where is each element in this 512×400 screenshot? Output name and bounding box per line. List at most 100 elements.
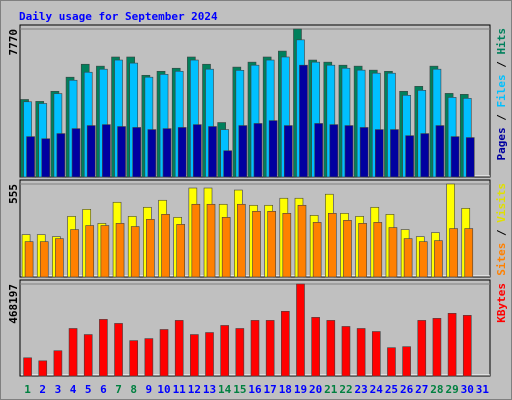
x-tick-label: 23 xyxy=(355,383,368,396)
legend-entry: Hits xyxy=(495,28,508,55)
bar xyxy=(237,203,246,278)
bar xyxy=(206,203,216,278)
x-tick-label: 15 xyxy=(233,383,246,396)
bar xyxy=(70,229,79,278)
bar xyxy=(159,329,169,377)
bar xyxy=(205,332,214,377)
bar xyxy=(418,241,428,278)
x-tick-label: 10 xyxy=(157,383,170,396)
bar xyxy=(53,350,63,377)
bar xyxy=(296,283,305,377)
x-tick-label: 12 xyxy=(188,383,201,396)
bar xyxy=(450,136,460,178)
bar xyxy=(221,217,231,278)
bar xyxy=(56,133,66,178)
bar xyxy=(402,346,411,377)
bar xyxy=(23,357,32,377)
bar xyxy=(162,128,172,178)
bar xyxy=(147,129,157,178)
x-tick-label: 11 xyxy=(173,383,187,396)
bar xyxy=(358,223,367,278)
x-tick-label: 5 xyxy=(85,383,92,396)
legend-separator: / xyxy=(495,223,508,243)
x-tick-label: 25 xyxy=(385,383,398,396)
bar xyxy=(311,317,320,377)
bar xyxy=(100,225,110,278)
legend: Sites / Visits xyxy=(495,183,508,276)
bar xyxy=(326,320,336,377)
bar xyxy=(176,224,185,278)
bar xyxy=(26,136,35,178)
legend-entry: Sites xyxy=(495,243,508,276)
bar xyxy=(85,225,95,278)
bar xyxy=(284,125,293,178)
x-tick-label: 29 xyxy=(445,383,458,396)
bar xyxy=(130,226,140,278)
x-tick-label: 16 xyxy=(248,383,262,396)
bar xyxy=(432,318,442,377)
bar xyxy=(99,319,108,377)
bar xyxy=(356,328,366,377)
bar xyxy=(144,338,154,377)
bar xyxy=(208,126,217,178)
x-tick-label: 6 xyxy=(100,383,107,396)
bar xyxy=(420,133,430,178)
x-tick-label: 13 xyxy=(203,383,216,396)
x-tick-label: 14 xyxy=(218,383,232,396)
x-tick-label: 2 xyxy=(39,383,46,396)
bar xyxy=(268,120,278,178)
x-tick-label: 4 xyxy=(70,383,77,396)
bar xyxy=(374,129,384,178)
bar xyxy=(297,204,307,278)
bar xyxy=(388,227,398,278)
x-tick-label: 30 xyxy=(461,383,474,396)
bar xyxy=(464,228,474,278)
bar xyxy=(238,125,248,178)
x-tick-label: 31 xyxy=(476,383,490,396)
x-tick-label: 21 xyxy=(324,383,338,396)
bar xyxy=(344,125,354,178)
chart-title: Daily usage for September 2024 xyxy=(19,10,218,23)
bar xyxy=(71,128,81,178)
bar xyxy=(417,320,427,377)
bar xyxy=(177,127,187,178)
bar xyxy=(39,241,49,278)
bar xyxy=(38,360,48,377)
bar xyxy=(434,240,443,278)
x-tick-label: 3 xyxy=(55,383,62,396)
bar xyxy=(373,222,383,278)
y-tick-label: 468197 xyxy=(7,284,20,324)
bar xyxy=(250,320,260,377)
bar xyxy=(328,213,337,278)
x-tick-label: 17 xyxy=(264,383,277,396)
bar xyxy=(403,238,413,278)
bar xyxy=(114,323,123,377)
legend-separator: / xyxy=(495,108,508,128)
bar xyxy=(281,310,290,377)
bar xyxy=(41,138,51,178)
bar xyxy=(314,123,323,178)
y-tick-label: 7770 xyxy=(7,29,20,56)
bar xyxy=(449,228,458,278)
legend-entry: KBytes xyxy=(495,283,508,323)
bar xyxy=(267,211,276,278)
bar xyxy=(117,126,126,178)
x-tick-label: 26 xyxy=(400,383,414,396)
x-tick-label: 9 xyxy=(146,383,153,396)
x-tick-label: 20 xyxy=(309,383,322,396)
bar xyxy=(220,325,229,377)
bar xyxy=(83,334,93,377)
legend: Pages / Files / Hits xyxy=(495,28,508,161)
bar xyxy=(462,315,472,377)
bar xyxy=(447,313,457,377)
legend-separator: / xyxy=(495,55,508,75)
x-tick-label: 28 xyxy=(430,383,443,396)
bar xyxy=(299,64,308,178)
bar xyxy=(435,125,445,178)
bar xyxy=(341,326,351,377)
bar xyxy=(253,123,263,178)
bar xyxy=(174,320,184,377)
bar xyxy=(390,129,399,178)
bar xyxy=(252,211,261,278)
bar xyxy=(191,203,201,278)
